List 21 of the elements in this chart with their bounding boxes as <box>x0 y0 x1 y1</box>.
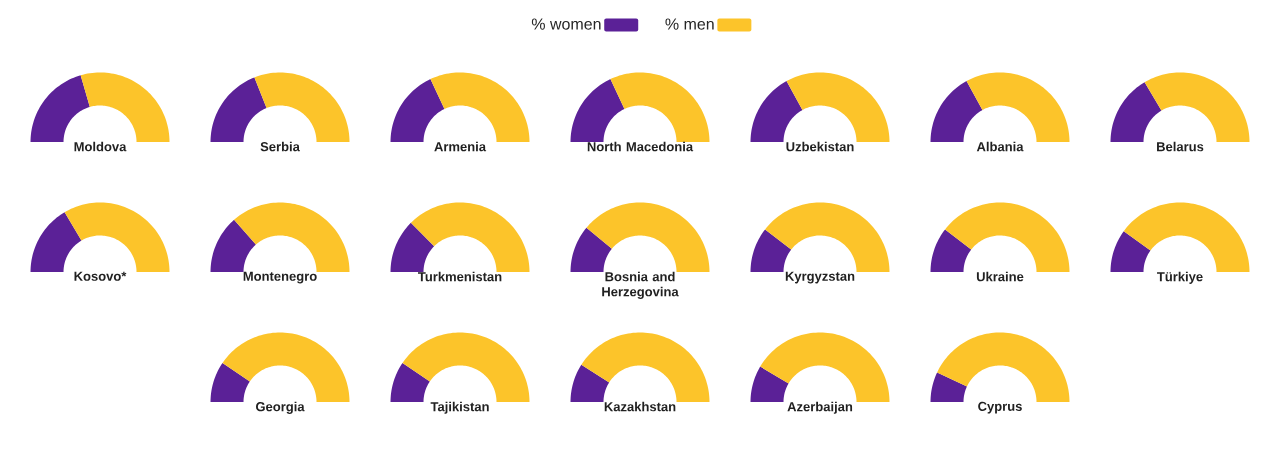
text: Tajikistan <box>430 401 489 414</box>
legend-label: % men <box>665 18 714 30</box>
text: Belarus <box>1157 141 1204 152</box>
text: Armenia <box>434 141 487 152</box>
text: Kyrgyzstan <box>785 271 855 284</box>
text: North Macedonia <box>587 141 694 152</box>
text: Albania <box>976 141 1024 152</box>
text: Cyprus <box>978 401 1022 414</box>
text: Bosnia and Herzegovina <box>602 271 679 300</box>
text: Serbia <box>260 141 300 152</box>
text: Türkiye <box>1157 271 1203 284</box>
text: Kazakhstan <box>604 401 676 412</box>
text: Georgia <box>255 401 305 414</box>
text: Azerbaijan <box>787 401 853 414</box>
text: Ukraine <box>976 271 1024 282</box>
text: Turkmenistan <box>418 271 502 282</box>
text: Montenegro <box>243 271 317 284</box>
text: Kosovo* <box>74 271 127 281</box>
text: Uzbekistan <box>786 141 854 152</box>
text: Moldova <box>74 141 127 152</box>
legend-label: % women <box>531 18 601 30</box>
